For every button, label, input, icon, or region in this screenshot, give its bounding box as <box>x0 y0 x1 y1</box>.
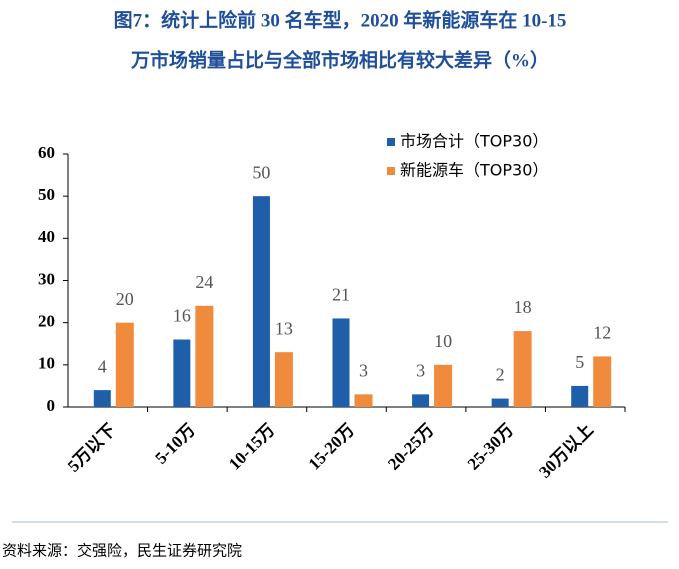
bar <box>513 331 532 407</box>
x-tick-label: 30万以上 <box>535 420 597 482</box>
bar <box>354 394 373 407</box>
legend-label: 新能源车（TOP30） <box>400 161 548 180</box>
y-tick-label: 60 <box>38 143 55 162</box>
bar <box>593 356 612 407</box>
bar <box>93 390 111 407</box>
value-label: 12 <box>593 323 611 343</box>
bar <box>332 318 350 407</box>
value-label: 4 <box>98 356 107 376</box>
value-label: 21 <box>332 285 350 305</box>
y-tick-label: 50 <box>38 185 55 204</box>
value-label: 5 <box>575 352 584 372</box>
x-tick-label: 25-30万 <box>464 420 518 474</box>
bar <box>274 352 293 407</box>
y-tick-label: 30 <box>38 269 55 288</box>
bar <box>252 196 270 407</box>
bar <box>434 364 453 407</box>
bar <box>412 394 430 407</box>
x-tick-label: 20-25万 <box>384 420 438 474</box>
legend-label: 市场合计（TOP30） <box>400 132 548 151</box>
value-label: 10 <box>434 331 452 351</box>
value-label: 3 <box>359 360 368 380</box>
x-tick-label: 15-20万 <box>305 420 359 474</box>
x-tick-label: 5万以下 <box>64 420 120 476</box>
value-label: 3 <box>416 360 425 380</box>
value-label: 16 <box>173 306 191 326</box>
value-label: 13 <box>275 318 293 338</box>
y-tick-label: 20 <box>38 312 55 331</box>
legend-swatch <box>387 138 395 146</box>
y-tick-label: 0 <box>47 396 56 415</box>
chart-title: 万市场销量占比与全部市场相比有较大差异（%） <box>130 48 549 71</box>
bar <box>173 339 191 407</box>
source-note: 资料来源：交强险，民生证券研究院 <box>2 542 242 560</box>
value-label: 20 <box>116 289 134 309</box>
value-label: 50 <box>252 162 270 182</box>
value-label: 18 <box>514 297 532 317</box>
value-label: 24 <box>195 272 213 292</box>
x-tick-label: 10-15万 <box>225 420 279 474</box>
y-tick-label: 40 <box>38 227 55 246</box>
legend-swatch <box>387 167 395 175</box>
chart-title: 图7：统计上险前 30 名车型，2020 年新能源车在 10-15 <box>114 8 567 31</box>
bar <box>491 398 509 407</box>
value-label: 2 <box>496 365 505 385</box>
bar <box>115 322 134 407</box>
bar <box>571 385 589 407</box>
y-tick-label: 10 <box>38 354 55 373</box>
x-tick-label: 5-10万 <box>151 420 198 467</box>
bar <box>195 305 214 407</box>
